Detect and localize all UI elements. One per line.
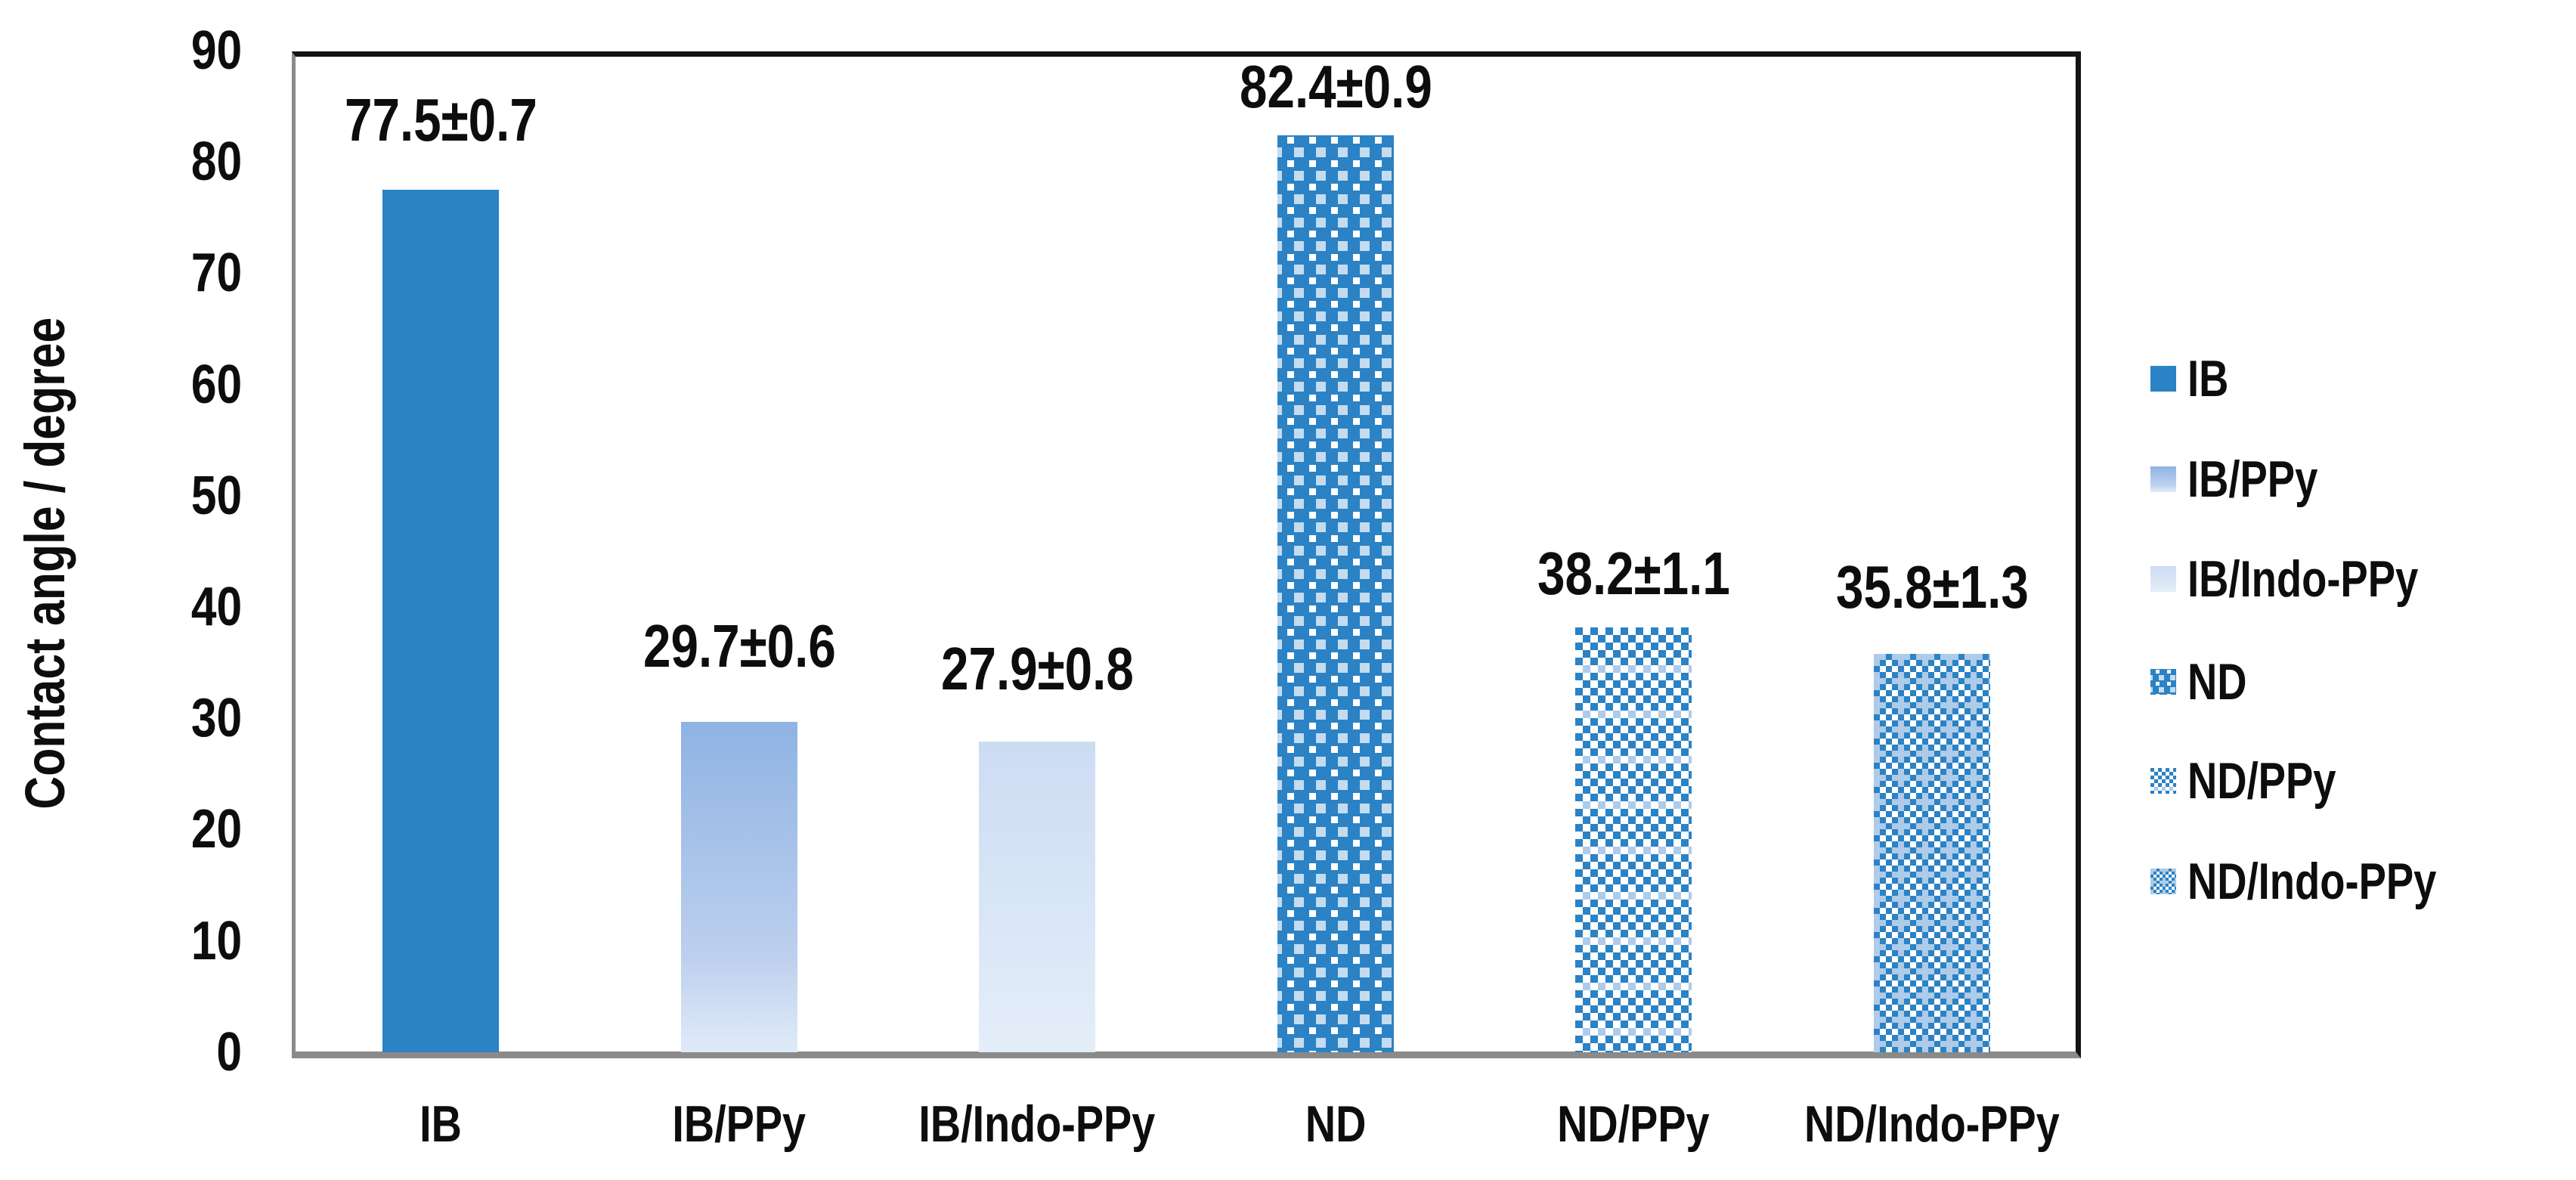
y-tick-label-30: 30 [91, 691, 242, 745]
legend-label: ND [2187, 655, 2262, 708]
legend-item-nd-ppy: ND/PPy [2150, 754, 2373, 807]
y-tick-text: 20 [190, 799, 242, 859]
y-tick-text: 50 [190, 466, 242, 526]
bar-pattern-fill [1874, 654, 1990, 1052]
y-tick-label-40: 40 [91, 580, 242, 634]
y-axis-title: Contact angle / degree [9, 110, 82, 1017]
bar-value-text: 29.7±0.6 [642, 612, 836, 680]
legend-swatch-ib-indo-ppy [2150, 566, 2176, 592]
x-category-text: IB/Indo-PPy [918, 1095, 1156, 1153]
bar-value-text: 35.8±1.3 [1835, 553, 2029, 621]
y-tick-label-20: 20 [91, 802, 242, 856]
y-tick-text: 30 [190, 688, 242, 748]
bar-ib-indo-ppy [979, 742, 1095, 1052]
legend-swatch-nd-ppy [2150, 768, 2176, 794]
y-tick-label-10: 10 [91, 914, 242, 968]
legend-item-ib-ppy: IB/PPy [2150, 453, 2350, 506]
y-tick-label-80: 80 [91, 135, 242, 189]
legend-label: IB [2187, 352, 2239, 405]
legend-label-text: ND/Indo-PPy [2187, 853, 2437, 910]
bar-value-label-nd: 82.4±0.9 [1109, 56, 1562, 118]
legend-item-nd: ND [2150, 655, 2262, 708]
legend-swatch-ib-ppy [2150, 466, 2176, 492]
x-category-label-ib-ppy: IB/PPy [512, 1098, 966, 1151]
bar-nd [1277, 135, 1394, 1052]
bar-value-text: 77.5±0.7 [344, 86, 537, 153]
bar-value-text: 38.2±1.1 [1537, 540, 1730, 607]
y-tick-text: 40 [190, 577, 242, 637]
x-category-text: ND/Indo-PPy [1804, 1095, 2060, 1153]
legend-label: IB/PPy [2187, 453, 2350, 506]
legend-label-text: ND [2187, 653, 2247, 711]
y-tick-text: 60 [190, 355, 242, 415]
y-axis-title-text: Contact angle / degree [14, 317, 76, 810]
bar-value-text: 27.9±0.8 [940, 635, 1134, 702]
legend-label: IB/Indo-PPy [2187, 553, 2476, 605]
bar-nd-ppy [1575, 627, 1692, 1052]
x-category-label-ib-indo-ppy: IB/Indo-PPy [810, 1098, 1264, 1151]
y-tick-text: 10 [190, 911, 242, 971]
y-tick-text: 80 [190, 132, 242, 192]
x-category-label-nd-ppy: ND/PPy [1407, 1098, 1860, 1151]
bar-pattern-fill [1575, 627, 1692, 1052]
bar-pattern-fill [1277, 135, 1394, 1052]
bar-value-label-ib-indo-ppy: 27.9±0.8 [810, 638, 1264, 700]
legend-label-text: IB/Indo-PPy [2187, 550, 2419, 608]
bar-value-label-nd-ppy: 38.2±1.1 [1407, 543, 1860, 605]
x-category-text: ND [1305, 1095, 1367, 1153]
legend-swatch-nd-indo-ppy [2150, 869, 2176, 894]
y-tick-text: 90 [190, 20, 242, 81]
legend-swatch-ib [2150, 366, 2176, 392]
y-tick-label-60: 60 [91, 358, 242, 412]
legend-swatch-nd [2150, 669, 2176, 695]
legend-label-text: IB/PPy [2187, 451, 2318, 508]
y-tick-label-70: 70 [91, 246, 242, 300]
y-tick-label-0: 0 [91, 1025, 242, 1079]
bar-ib-ppy [681, 722, 797, 1052]
plot-area [292, 51, 2081, 1058]
bar-value-text: 82.4±0.9 [1239, 53, 1432, 120]
x-category-label-nd: ND [1109, 1098, 1562, 1151]
x-category-text: IB [420, 1095, 462, 1153]
x-category-text: IB/PPy [672, 1095, 807, 1153]
x-category-label-ib: IB [214, 1098, 667, 1151]
x-category-text: ND/PPy [1557, 1095, 1710, 1153]
legend-label-text: ND/PPy [2187, 752, 2336, 810]
x-category-label-nd-indo-ppy: ND/Indo-PPy [1705, 1098, 2159, 1151]
legend-item-ib-indo-ppy: IB/Indo-PPy [2150, 553, 2476, 605]
bar-value-label-ib: 77.5±0.7 [214, 89, 667, 151]
legend-item-ib: IB [2150, 352, 2239, 405]
bar-nd-indo-ppy [1874, 654, 1990, 1052]
bar-value-label-ib-ppy: 29.7±0.6 [512, 615, 966, 677]
legend-label: ND/PPy [2187, 754, 2373, 807]
y-tick-label-90: 90 [91, 23, 242, 78]
legend-label: ND/Indo-PPy [2187, 855, 2499, 908]
legend-label-text: IB [2187, 350, 2229, 407]
bar-value-label-nd-indo-ppy: 35.8±1.3 [1705, 556, 2159, 618]
legend-item-nd-indo-ppy: ND/Indo-PPy [2150, 855, 2499, 908]
y-tick-text: 70 [190, 243, 242, 303]
y-tick-text: 0 [216, 1022, 242, 1082]
y-tick-label-50: 50 [91, 469, 242, 523]
bar-ib [382, 190, 499, 1052]
